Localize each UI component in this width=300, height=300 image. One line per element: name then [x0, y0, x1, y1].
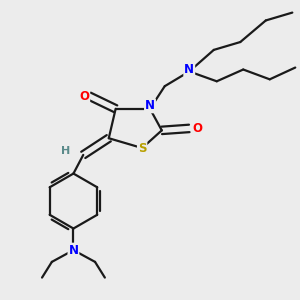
Text: N: N — [68, 244, 78, 256]
Text: N: N — [184, 63, 194, 76]
Text: H: H — [61, 146, 70, 156]
Text: S: S — [138, 142, 146, 154]
Text: O: O — [192, 122, 202, 135]
Text: N: N — [145, 99, 155, 112]
Text: O: O — [79, 89, 89, 103]
